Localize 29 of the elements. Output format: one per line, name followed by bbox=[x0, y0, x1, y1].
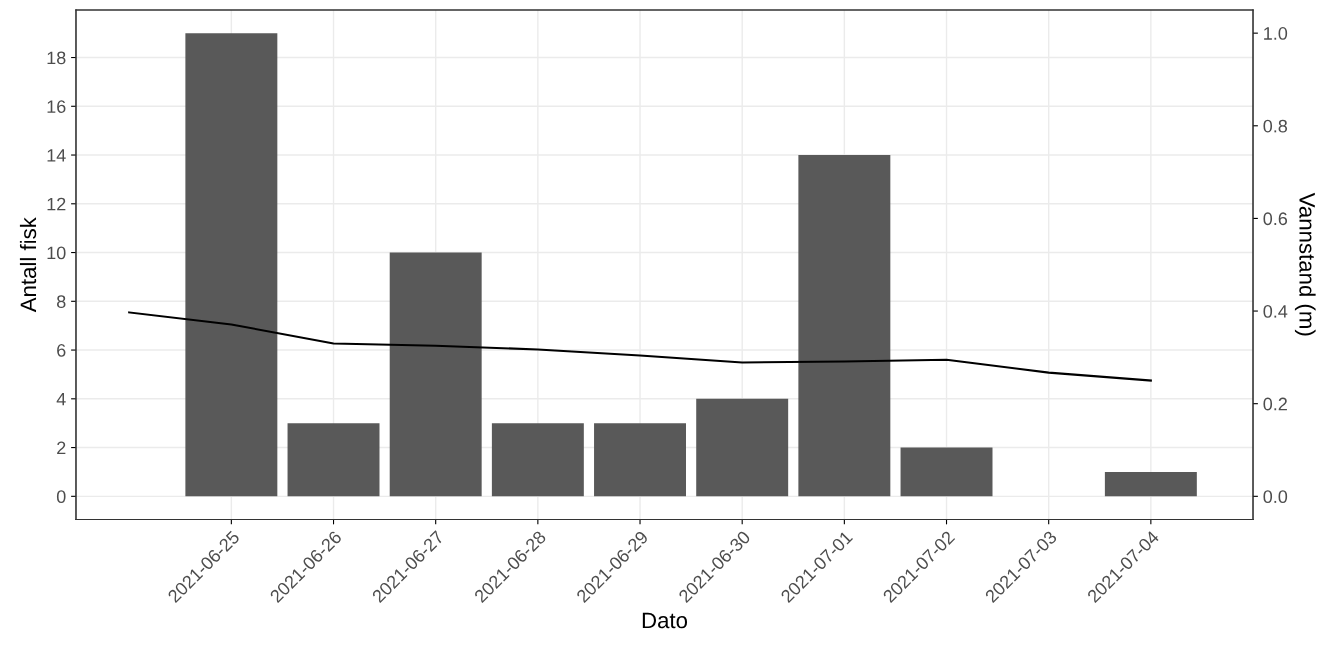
y2-axis-title: Vannstand (m) bbox=[1294, 192, 1316, 336]
y-tick-label: 18 bbox=[47, 51, 66, 65]
y2-tick-label: 0.2 bbox=[1263, 397, 1287, 411]
y-tick-label: 14 bbox=[47, 149, 66, 162]
y2-tick-label: 0.6 bbox=[1263, 212, 1288, 226]
y-tick-label: 16 bbox=[47, 100, 66, 113]
y-tick-label: 6 bbox=[57, 343, 66, 357]
y2-tick-label: 0.4 bbox=[1263, 304, 1288, 318]
y-tick-label: 8 bbox=[57, 295, 66, 309]
y2-tick-label: 0.0 bbox=[1263, 490, 1288, 504]
bar bbox=[389, 252, 482, 497]
bar bbox=[1104, 471, 1197, 497]
bar bbox=[185, 33, 278, 497]
bar bbox=[594, 423, 686, 497]
bar bbox=[287, 423, 380, 497]
bar bbox=[491, 423, 584, 497]
y-tick-label: 2 bbox=[57, 441, 66, 455]
line-series bbox=[128, 311, 1152, 382]
y-tick-label: 4 bbox=[56, 392, 66, 406]
y-tick-label: 0 bbox=[56, 490, 66, 504]
bar bbox=[798, 155, 891, 497]
y2-tick-label: 1.0 bbox=[1264, 27, 1288, 40]
bar bbox=[696, 398, 789, 497]
y2-tick-label: 0.8 bbox=[1263, 119, 1288, 133]
y-tick-label: 10 bbox=[47, 246, 66, 260]
x-axis-title: Dato bbox=[642, 612, 688, 629]
y-tick-label: 12 bbox=[47, 197, 66, 211]
y-axis-title: Antall fisk bbox=[19, 217, 37, 313]
bar bbox=[900, 447, 993, 497]
